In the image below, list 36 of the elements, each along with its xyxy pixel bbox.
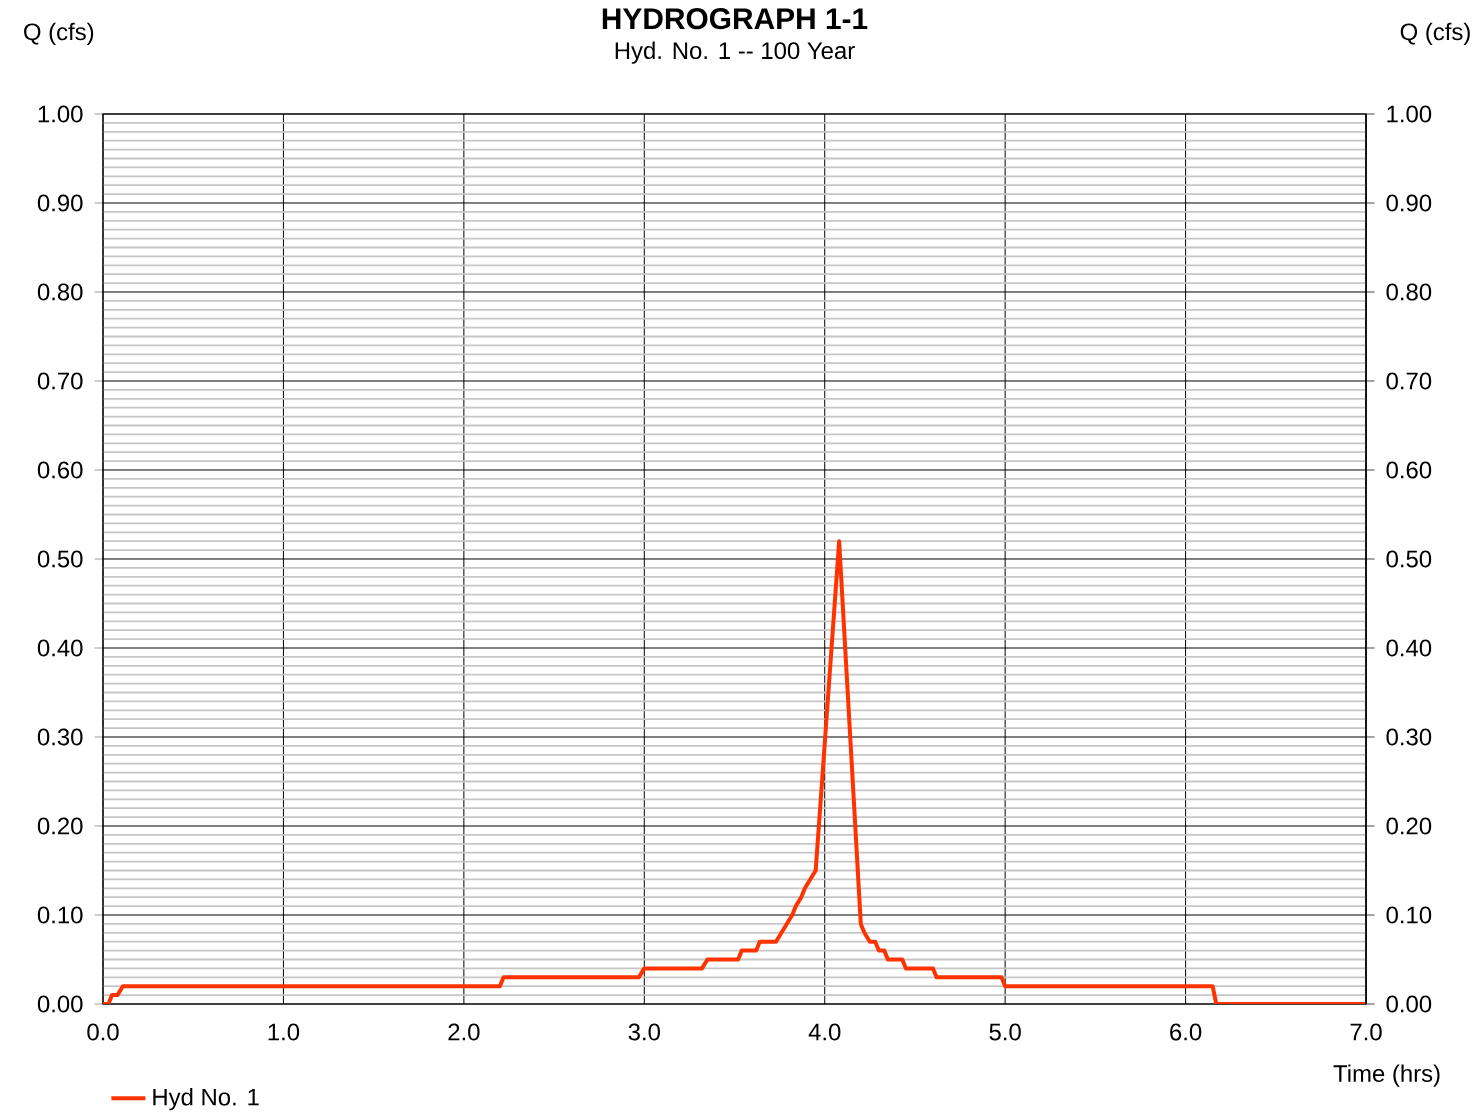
y-tick-label: 0.20 [37,817,83,835]
y2-tick-label: 0.20 [1386,817,1432,835]
y2-tick-label: 0.60 [1386,461,1432,479]
legend-label: Hyd No. 1 [153,1088,259,1111]
x-tick-label: 3.0 [628,1023,660,1041]
y2-tick-label: 1.00 [1387,105,1432,123]
y2-tick-label: 0.10 [1386,906,1432,924]
chart-subtitle: Hyd. No. 1 -- 100 Year [615,41,855,64]
x-tick-label: 6.0 [1170,1023,1202,1041]
y2-tick-label: 0.40 [1386,639,1432,657]
x-tick-label: 2.0 [448,1023,480,1041]
y-tick-label: 1.00 [38,105,83,123]
y-tick-label: 0.70 [37,372,83,390]
y-tick-label: 0.90 [37,194,83,212]
y2-tick-label: 0.00 [1386,995,1432,1013]
y-tick-label: 0.80 [37,283,83,301]
y-tick-label: 0.00 [37,995,83,1013]
x-tick-label: 1.0 [268,1023,300,1041]
y2-tick-label: 0.30 [1386,728,1432,746]
y2-axis-title: Q (cfs) [1400,22,1470,46]
y2-tick-label: 0.90 [1386,194,1432,212]
y-tick-label: 0.40 [37,639,83,657]
y-tick-label: 0.10 [37,906,83,924]
y-tick-label: 0.50 [37,550,83,568]
y2-tick-label: 0.50 [1386,550,1432,568]
y-axis-title: Q (cfs) [24,22,94,46]
x-tick-label: 0.0 [87,1023,119,1041]
x-tick-label: 4.0 [808,1023,841,1041]
chart-title: HYDROGRAPH 1-1 [602,8,868,30]
y2-tick-label: 0.80 [1386,283,1432,301]
y-tick-label: 0.60 [37,461,83,479]
x-tick-label: 7.0 [1350,1023,1382,1041]
y2-tick-label: 0.70 [1386,372,1432,390]
y-tick-label: 0.30 [37,728,83,746]
x-tick-label: 5.0 [989,1023,1021,1041]
x-axis-title: Time (hrs) [1333,1064,1440,1087]
